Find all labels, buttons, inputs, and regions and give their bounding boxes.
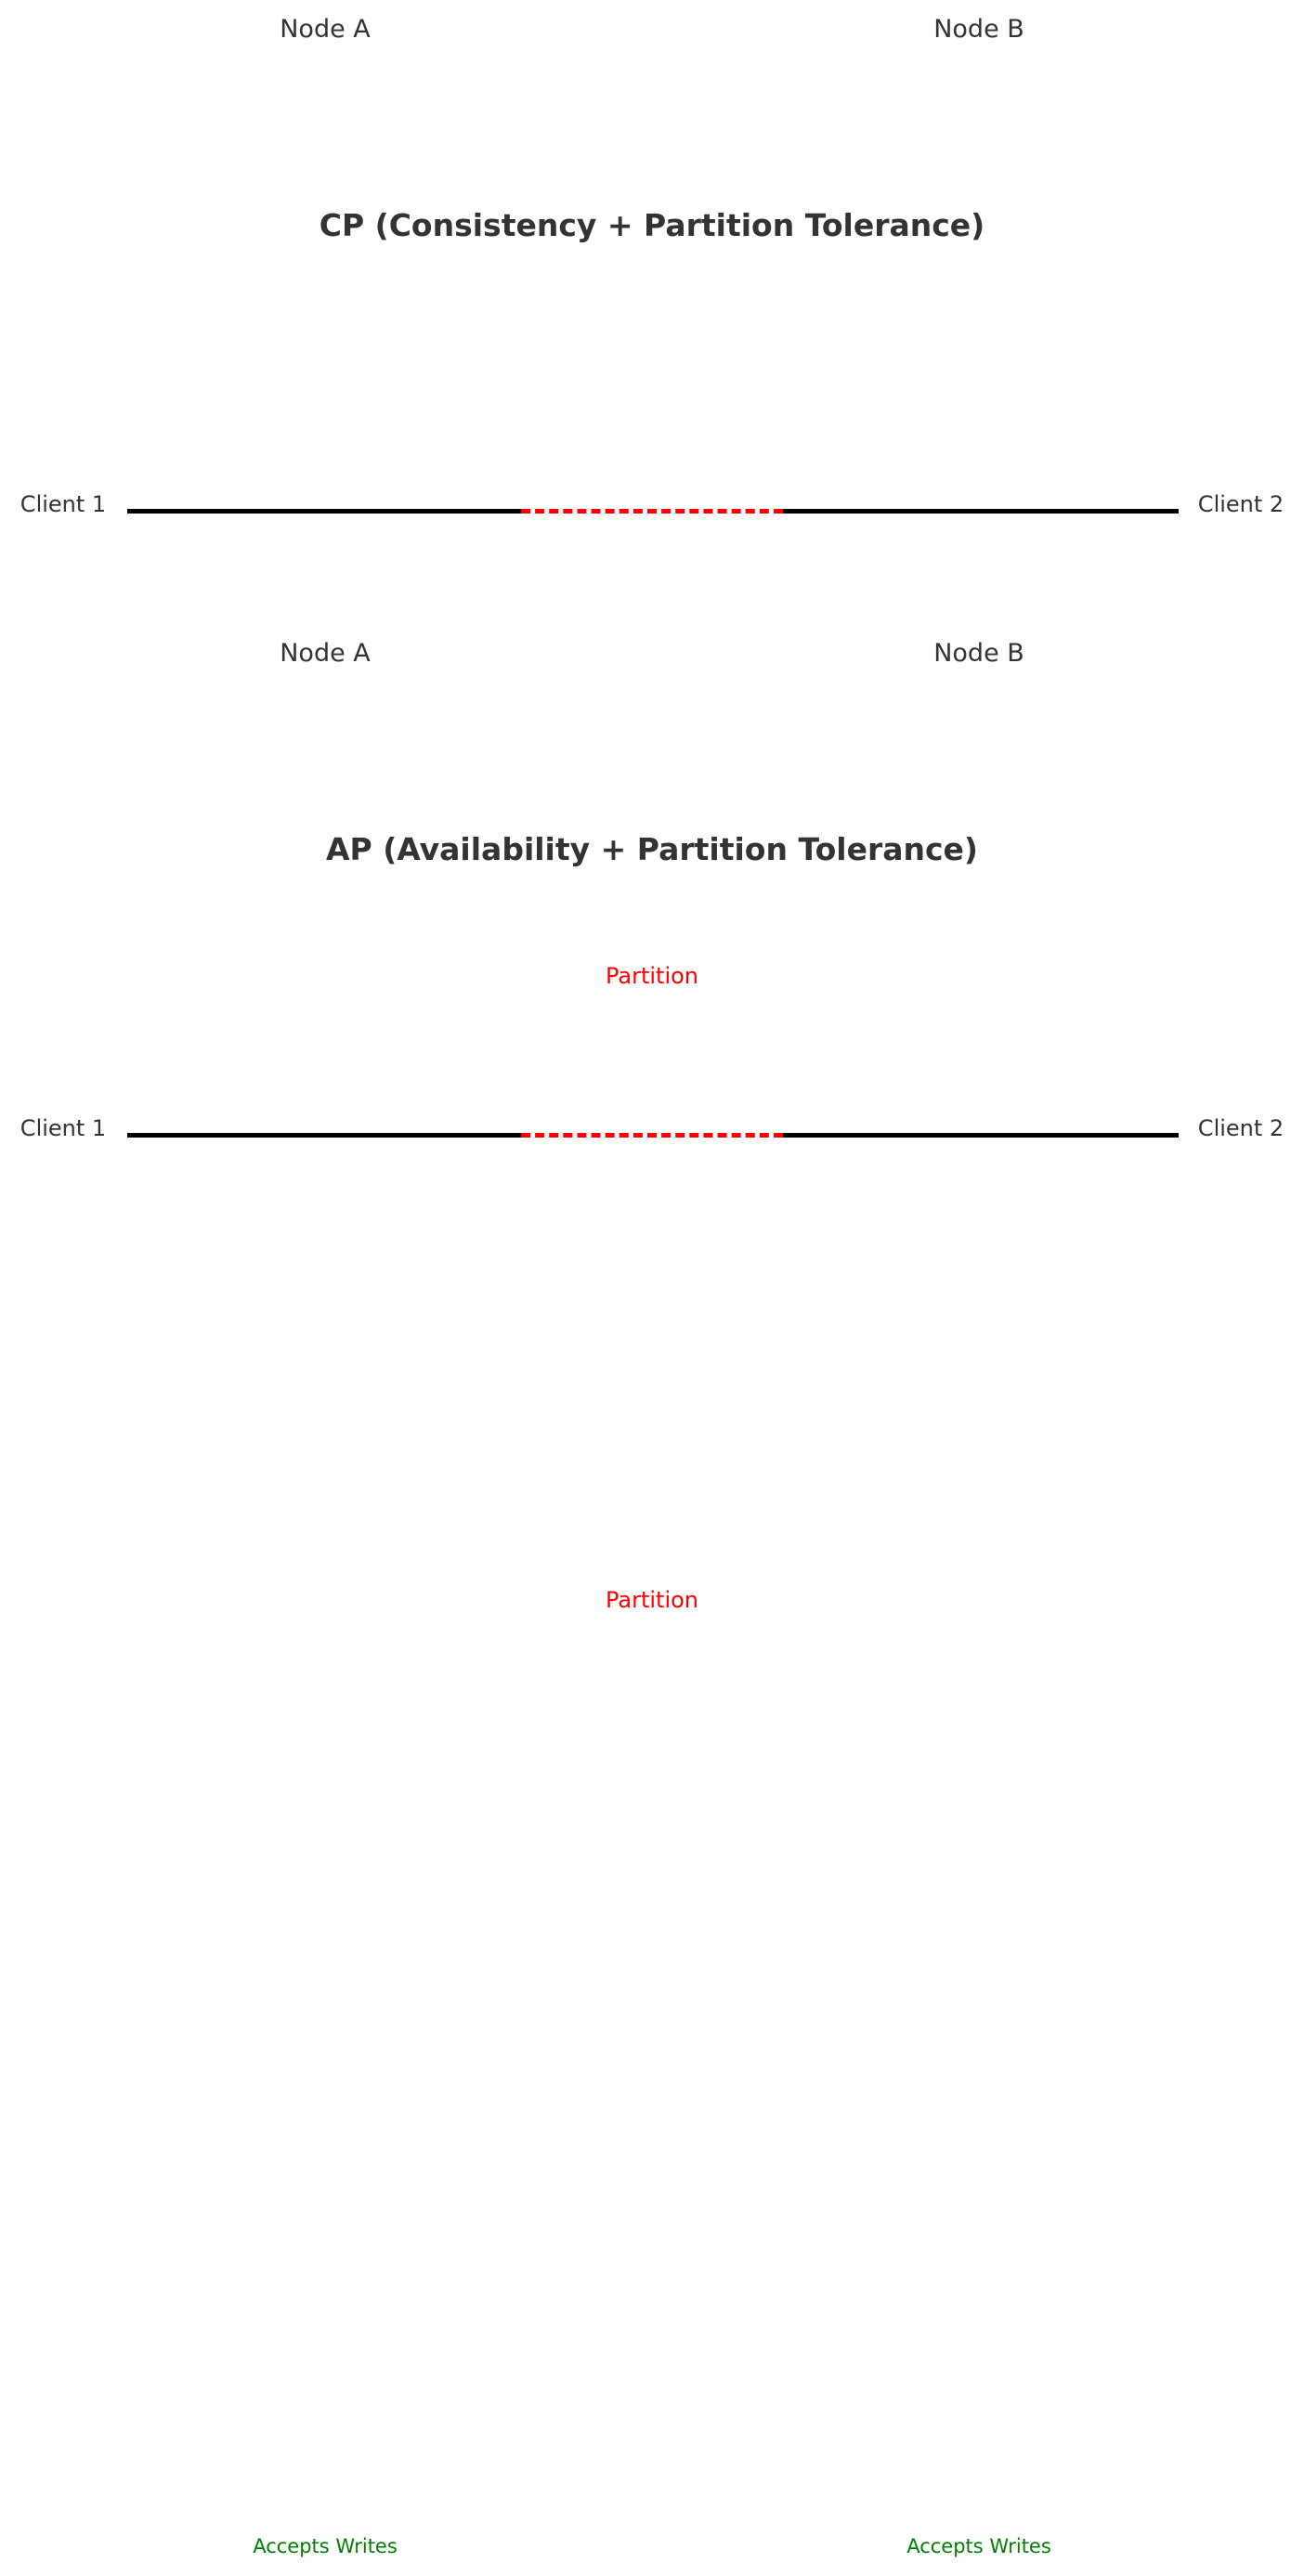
cp-link-node-b-client2 [783, 509, 1179, 514]
ap-section: AP (Availability + Partition Tolerance) … [0, 624, 1304, 2576]
cp-node-b-label-lower: Node B [933, 639, 1024, 668]
ap-link-client1-node-a [127, 1133, 521, 1138]
ap-link-node-b-client2 [783, 1133, 1179, 1138]
ap-partition-label: Partition [605, 1587, 699, 1613]
cp-node-a-label: Node A [280, 15, 371, 44]
cp-node-a-label-lower: Node A [280, 639, 371, 668]
cp-title: CP (Consistency + Partition Tolerance) [319, 207, 985, 243]
ap-title: AP (Availability + Partition Tolerance) [325, 831, 979, 867]
cp-partition-link [521, 509, 783, 514]
cp-node-b-label: Node B [933, 15, 1024, 44]
cp-partition-label: Partition [605, 963, 699, 989]
cp-link-client1-node-a [127, 509, 521, 514]
cp-client-1-label: Client 1 [20, 491, 107, 517]
ap-node-b-accepts-writes: Accepts Writes [906, 2535, 1051, 2557]
cp-section: Node A Node B CP (Consistency + Partitio… [0, 0, 1304, 666]
cp-client-2-label: Client 2 [1197, 491, 1284, 517]
ap-partition-link [521, 1133, 783, 1138]
ap-client-2-label: Client 2 [1197, 1115, 1284, 1141]
ap-client-1-label: Client 1 [20, 1115, 107, 1141]
ap-node-a-accepts-writes: Accepts Writes [253, 2535, 398, 2557]
